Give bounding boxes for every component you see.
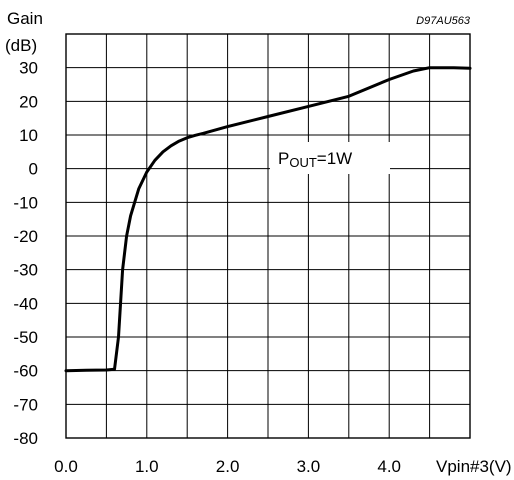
y-axis-label-gain: Gain <box>7 9 43 28</box>
plot-frame <box>65 33 471 439</box>
x-tick-label: 4.0 <box>377 457 401 476</box>
y-tick-label: 30 <box>19 59 38 78</box>
y-tick-labels: 30 20 10 0 -10 -20 -30 -40 -50 -60 -70 -80 <box>13 59 38 448</box>
annotation-suffix: =1W <box>317 149 352 168</box>
x-tick-label: 1.0 <box>135 457 159 476</box>
x-tick-label: 2.0 <box>216 457 240 476</box>
y-tick-label: -70 <box>13 395 38 414</box>
grid-lines <box>66 34 470 438</box>
y-tick-label: 20 <box>19 92 38 111</box>
annotation-pout: POUT=1W <box>278 149 352 170</box>
y-tick-label: -30 <box>13 261 38 280</box>
y-tick-label: -60 <box>13 362 38 381</box>
figure-code: D97AU563 <box>416 15 471 27</box>
y-tick-label: -40 <box>13 294 38 313</box>
annotation-subscript: OUT <box>289 155 317 170</box>
x-tick-labels: 0.0 1.0 2.0 3.0 4.0 <box>54 457 401 476</box>
y-tick-label: -80 <box>13 429 38 448</box>
x-tick-label: 3.0 <box>297 457 321 476</box>
y-tick-label: -20 <box>13 227 38 246</box>
y-tick-label: 0 <box>29 160 38 179</box>
y-tick-label: -50 <box>13 328 38 347</box>
annotation-prefix: P <box>278 149 289 168</box>
y-tick-label: 10 <box>19 126 38 145</box>
x-tick-label: 0.0 <box>54 457 78 476</box>
x-axis-label: Vpin#3(V) <box>436 457 512 476</box>
gain-curve <box>64 66 472 373</box>
annotation-box <box>270 142 390 174</box>
y-axis-label-unit: (dB) <box>5 36 37 55</box>
y-tick-label: -10 <box>13 193 38 212</box>
